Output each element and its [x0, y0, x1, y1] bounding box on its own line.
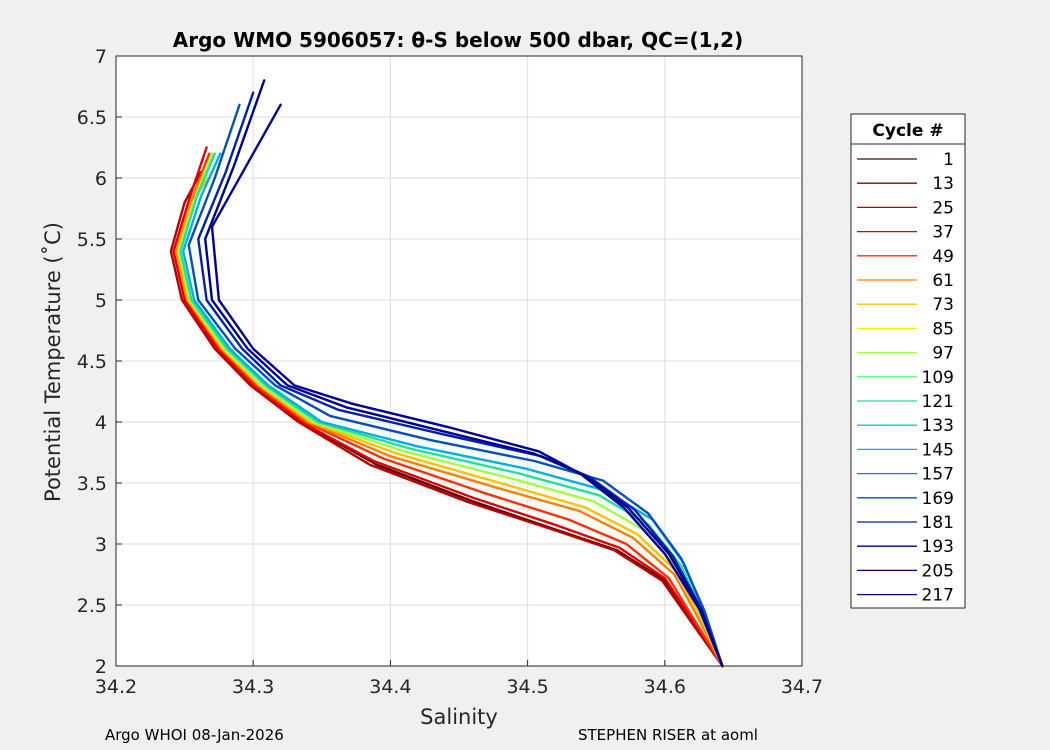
- y-tick-label: 7: [95, 46, 107, 68]
- legend-entry-label: 13: [932, 174, 954, 194]
- legend-entry-label: 193: [922, 537, 954, 557]
- x-tick-label: 34.3: [232, 676, 274, 698]
- legend-entry-label: 85: [932, 319, 954, 339]
- legend-entry-label: 145: [922, 440, 954, 460]
- legend-box: [850, 113, 966, 609]
- x-axis-label: Salinity: [420, 705, 498, 729]
- series-line: [169, 170, 724, 668]
- legend-entry-label: 181: [922, 513, 954, 533]
- series-line: [210, 103, 724, 668]
- legend-entry-label: 217: [922, 586, 954, 606]
- y-tick-label: 4: [95, 412, 107, 434]
- legend-entry-label: 37: [932, 223, 954, 243]
- legend-entry-label: 1: [943, 150, 954, 170]
- series-group: [169, 79, 724, 668]
- legend-title: Cycle #: [872, 121, 943, 141]
- grid: [115, 55, 803, 667]
- y-tick-label: 4.5: [77, 351, 107, 373]
- y-tick-label: 5: [95, 290, 107, 312]
- x-tick-label: 34.5: [506, 676, 548, 698]
- legend-entry-label: 205: [922, 561, 954, 581]
- y-axis-label: Potential Temperature (˚C): [41, 222, 65, 502]
- y-tick-label: 6.5: [77, 107, 107, 129]
- chart-title: Argo WMO 5906057: θ-S below 500 dbar, QC…: [173, 28, 743, 52]
- x-tick-label: 34.7: [781, 676, 823, 698]
- y-tick-label: 5.5: [77, 229, 107, 251]
- legend-entry-label: 61: [932, 271, 954, 291]
- y-tick-label: 2.5: [77, 595, 107, 617]
- legend-entry-label: 121: [922, 392, 954, 412]
- ticks: 34.2 34.3 34.4 34.5 34.6 34.7 2 2.5 3 3.5 4 4.5 5 5.5…: [77, 46, 823, 698]
- legend-entries: 1 13 25 37 49 61 73 85 97 109 121 133 145 157 169 181 19…: [857, 150, 954, 606]
- legend-entry-label: 25: [932, 198, 954, 218]
- legend-entry-label: 97: [932, 344, 954, 364]
- y-tick-label: 3.5: [77, 473, 107, 495]
- legend: Cycle # 1 13 25 37 49 61 73 85 97 109 121 133 145 157…: [850, 113, 966, 609]
- y-tick-label: 6: [95, 168, 107, 190]
- series-line: [203, 79, 724, 668]
- legend-entry-label: 169: [922, 489, 954, 509]
- footer-left: Argo WHOI 08-Jan-2026: [105, 726, 284, 744]
- series-line: [187, 103, 724, 668]
- legend-entry-label: 157: [922, 465, 954, 485]
- footer-right: STEPHEN RISER at aoml: [578, 726, 758, 744]
- y-tick-label: 3: [95, 534, 107, 556]
- legend-entry-label: 109: [922, 368, 954, 388]
- series-line: [197, 91, 724, 668]
- x-tick-label: 34.2: [95, 676, 137, 698]
- x-tick-label: 34.6: [644, 676, 686, 698]
- series-line: [175, 158, 724, 668]
- legend-entry-label: 133: [922, 416, 954, 436]
- series-line: [172, 146, 724, 668]
- legend-entry-label: 49: [932, 247, 954, 267]
- legend-entry-label: 73: [932, 295, 954, 315]
- x-tick-label: 34.4: [369, 676, 411, 698]
- series-line: [176, 176, 724, 668]
- y-tick-label: 2: [95, 656, 107, 678]
